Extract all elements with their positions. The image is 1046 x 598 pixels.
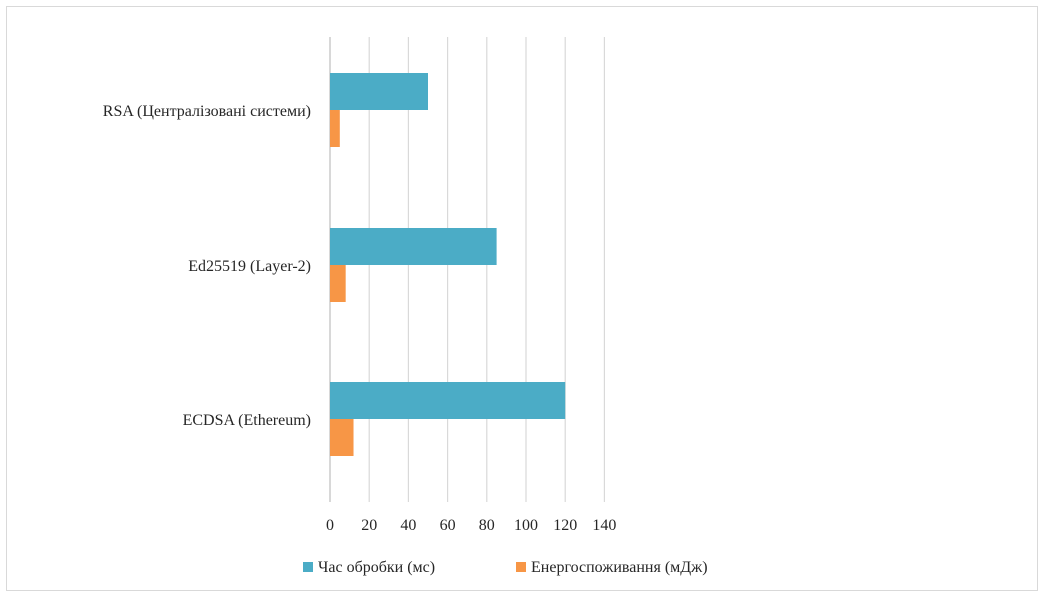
category-label-1: Ed25519 (Layer-2) [188, 258, 311, 275]
x-tick-label-120: 120 [553, 517, 577, 534]
x-tick-label-20: 20 [361, 517, 377, 534]
x-tick-label-140: 140 [592, 517, 616, 534]
x-tick-label-80: 80 [479, 517, 495, 534]
bar-time-2 [330, 382, 566, 419]
legend-label-1: Енергоспоживання (мДж) [531, 559, 708, 576]
category-label-0: RSA (Централізовані системи) [103, 103, 311, 120]
legend-label-0: Час обробки (мс) [318, 559, 435, 576]
bar-time-1 [330, 228, 497, 265]
bar-energy-2 [330, 419, 354, 456]
bar-energy-0 [330, 110, 340, 147]
bar-time-0 [330, 73, 428, 110]
x-tick-label-0: 0 [326, 517, 334, 534]
legend-swatch-1 [516, 562, 526, 572]
x-tick-label-60: 60 [440, 517, 456, 534]
x-tick-label-40: 40 [400, 517, 416, 534]
chart-frame [6, 6, 1038, 591]
category-label-2: ECDSA (Ethereum) [183, 412, 311, 429]
x-tick-label-100: 100 [514, 517, 538, 534]
bar-energy-1 [330, 265, 346, 302]
legend-swatch-0 [303, 562, 313, 572]
